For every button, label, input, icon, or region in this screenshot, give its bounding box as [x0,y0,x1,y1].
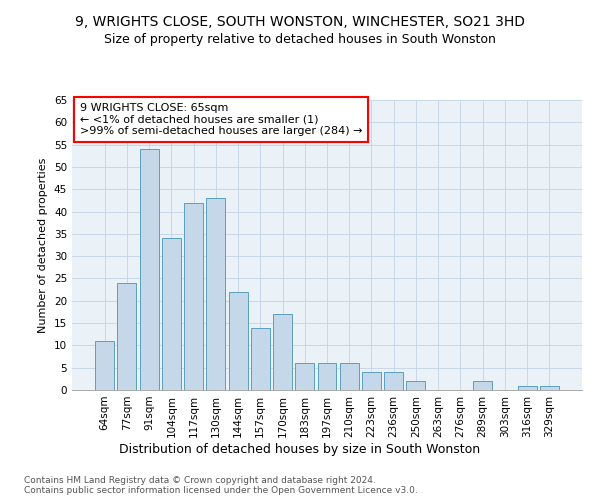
Bar [340,363,359,390]
Bar [540,386,559,390]
Bar [206,198,225,390]
Bar [406,381,425,390]
Bar [295,363,314,390]
Bar [162,238,181,390]
Bar [140,149,158,390]
Text: 9, WRIGHTS CLOSE, SOUTH WONSTON, WINCHESTER, SO21 3HD: 9, WRIGHTS CLOSE, SOUTH WONSTON, WINCHES… [75,15,525,29]
Bar [118,283,136,390]
Bar [362,372,381,390]
Text: 9 WRIGHTS CLOSE: 65sqm
← <1% of detached houses are smaller (1)
>99% of semi-det: 9 WRIGHTS CLOSE: 65sqm ← <1% of detached… [80,103,362,136]
Bar [273,314,292,390]
Bar [473,381,492,390]
Bar [251,328,270,390]
Y-axis label: Number of detached properties: Number of detached properties [38,158,49,332]
Text: Contains HM Land Registry data © Crown copyright and database right 2024.
Contai: Contains HM Land Registry data © Crown c… [24,476,418,495]
Text: Size of property relative to detached houses in South Wonston: Size of property relative to detached ho… [104,32,496,46]
Bar [184,202,203,390]
Text: Distribution of detached houses by size in South Wonston: Distribution of detached houses by size … [119,442,481,456]
Bar [229,292,248,390]
Bar [384,372,403,390]
Bar [95,341,114,390]
Bar [317,363,337,390]
Bar [518,386,536,390]
